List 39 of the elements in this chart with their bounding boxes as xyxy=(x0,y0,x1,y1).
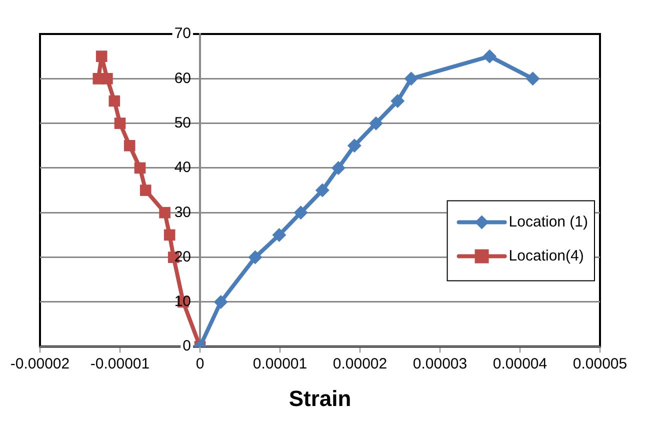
y-tick-label: 70 xyxy=(174,25,191,42)
point xyxy=(482,49,497,64)
x-tick-label: 0.00003 xyxy=(412,356,468,373)
x-axis-title: Strain xyxy=(288,386,352,411)
point xyxy=(214,294,228,309)
x-tick-label: 0.00004 xyxy=(492,356,548,373)
point xyxy=(140,184,152,196)
point xyxy=(159,206,170,218)
point xyxy=(331,160,346,175)
point xyxy=(96,50,108,62)
x-tick-label: -0.00002 xyxy=(10,356,70,373)
y-tick-label: 30 xyxy=(174,204,191,221)
y-tick-label: 0 xyxy=(182,338,191,355)
point xyxy=(315,183,330,198)
point xyxy=(369,116,383,130)
point xyxy=(134,162,146,174)
point xyxy=(114,118,126,129)
y-tick-label: 10 xyxy=(174,293,191,310)
point xyxy=(390,94,405,108)
point xyxy=(108,95,120,107)
legend-label: Location (1) xyxy=(508,213,588,230)
point xyxy=(347,138,362,153)
point xyxy=(526,72,540,86)
y-tick-label: 60 xyxy=(174,70,191,87)
point xyxy=(404,72,418,86)
point xyxy=(164,229,176,241)
x-tick-label: 0 xyxy=(196,356,204,373)
legend-label: Location(4) xyxy=(508,247,584,264)
x-tick-label: 0.00001 xyxy=(252,356,308,373)
point xyxy=(124,140,136,152)
x-tick-label: -0.00001 xyxy=(90,356,150,373)
point xyxy=(272,228,286,242)
point xyxy=(248,250,262,264)
x-tick-label: 0.00002 xyxy=(332,356,388,373)
point xyxy=(92,73,104,84)
y-tick-label: 50 xyxy=(174,114,191,132)
point xyxy=(294,206,308,220)
x-tick-label: 0.00005 xyxy=(572,356,628,373)
y-tick-label: 40 xyxy=(174,159,191,176)
